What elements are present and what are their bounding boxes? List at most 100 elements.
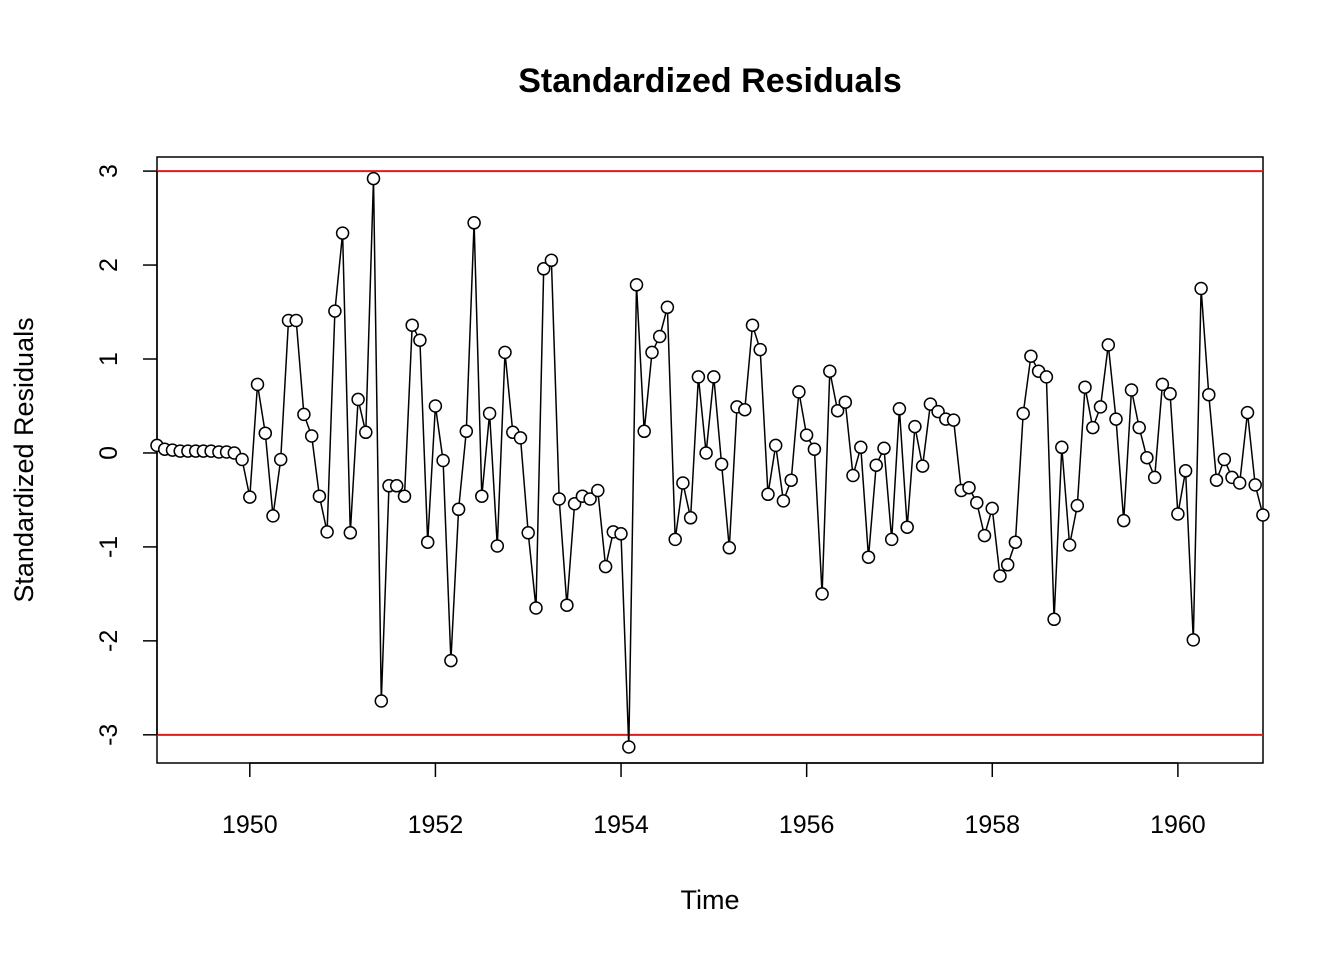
residual-point — [962, 480, 976, 495]
residual-point — [297, 407, 311, 422]
residual-point — [1116, 513, 1131, 528]
residual-point — [351, 392, 365, 407]
residual-point — [846, 468, 860, 483]
residual-point — [436, 453, 450, 468]
residual-point — [738, 402, 752, 417]
residual-point — [544, 253, 559, 268]
y-tick-label: 3 — [95, 164, 123, 178]
residual-point — [815, 587, 829, 601]
residual-point — [977, 528, 992, 543]
residual-point — [869, 458, 883, 472]
residual-point — [444, 653, 458, 668]
residual-point — [1240, 405, 1255, 420]
residual-point — [761, 487, 775, 502]
residual-point — [1016, 406, 1030, 421]
residual-point — [838, 395, 853, 409]
residual-point — [915, 459, 930, 473]
residual-point — [1132, 420, 1146, 435]
residual-point — [683, 511, 698, 525]
residual-point — [583, 492, 597, 506]
residual-point — [861, 550, 876, 564]
y-tick-label: 1 — [95, 352, 123, 366]
residual-point — [622, 740, 636, 754]
residual-point — [1024, 349, 1038, 363]
residual-point — [1008, 535, 1023, 549]
residual-point — [854, 440, 868, 455]
residual-point — [1124, 383, 1139, 397]
residual-point — [1178, 464, 1193, 478]
residual-point — [513, 431, 528, 445]
residual-point — [243, 490, 257, 504]
residual-point — [258, 426, 273, 440]
residual-point — [1155, 377, 1170, 392]
residual-point — [1248, 478, 1262, 492]
residual-point — [652, 329, 667, 344]
x-tick-label: 1952 — [408, 811, 464, 839]
residual-point — [830, 403, 845, 418]
residual-point — [637, 424, 651, 439]
chart-title: Standardized Residuals — [518, 62, 902, 100]
residual-point — [250, 377, 265, 392]
residual-point — [475, 489, 489, 503]
residual-point — [1209, 473, 1224, 487]
residual-point — [946, 413, 961, 427]
residual-point — [529, 601, 543, 615]
residual-point — [1109, 412, 1123, 426]
y-tick-label: -3 — [95, 724, 123, 746]
residual-point — [359, 425, 373, 440]
residual-point — [451, 502, 466, 517]
residual-point — [459, 424, 474, 439]
residual-point — [745, 318, 760, 332]
residual-point — [784, 473, 798, 487]
residual-point — [1086, 420, 1100, 435]
y-tick-label: 2 — [95, 258, 123, 272]
residual-point — [1000, 558, 1015, 572]
residual-point — [799, 428, 814, 442]
residual-point — [629, 278, 644, 292]
residual-point — [722, 541, 737, 555]
residual-point — [1186, 633, 1201, 647]
residual-point — [374, 694, 389, 708]
y-axis: -3 -2 -1 0 1 2 3 — [95, 164, 158, 746]
residual-point — [1070, 498, 1085, 513]
residual-point — [699, 446, 713, 460]
residual-point — [1039, 370, 1054, 384]
residual-point — [1256, 508, 1270, 522]
x-tick-label: 1954 — [593, 811, 649, 839]
residual-point — [1217, 452, 1232, 467]
residual-point — [877, 441, 891, 456]
residual-series — [150, 171, 1270, 754]
residual-point — [1147, 470, 1162, 485]
residual-point — [1232, 476, 1247, 490]
residual-point — [420, 535, 435, 549]
residual-point — [753, 342, 767, 357]
residual-point — [273, 452, 288, 467]
residual-point — [892, 402, 907, 416]
residual-point — [405, 318, 419, 332]
residual-point — [614, 527, 628, 541]
plot-frame — [156, 156, 1264, 764]
residual-point — [707, 370, 721, 384]
residual-point — [1055, 440, 1069, 455]
residual-point — [993, 569, 1007, 583]
residual-point — [807, 442, 822, 456]
residual-point — [560, 598, 574, 612]
residual-point — [691, 370, 706, 384]
residual-point — [598, 559, 613, 574]
residual-point — [335, 226, 350, 240]
residual-point — [320, 525, 334, 539]
residual-point — [645, 345, 659, 360]
reference-lines — [157, 170, 1263, 736]
residual-point — [304, 429, 319, 443]
residual-point — [792, 385, 806, 399]
residual-point — [823, 364, 837, 378]
residual-point — [266, 509, 280, 523]
residual-point — [591, 483, 605, 498]
residual-point — [884, 532, 899, 547]
residual-point — [343, 526, 358, 540]
residual-point — [985, 501, 999, 516]
x-tick-label: 1950 — [222, 811, 278, 839]
residual-point — [521, 526, 535, 540]
residual-point — [768, 438, 783, 453]
